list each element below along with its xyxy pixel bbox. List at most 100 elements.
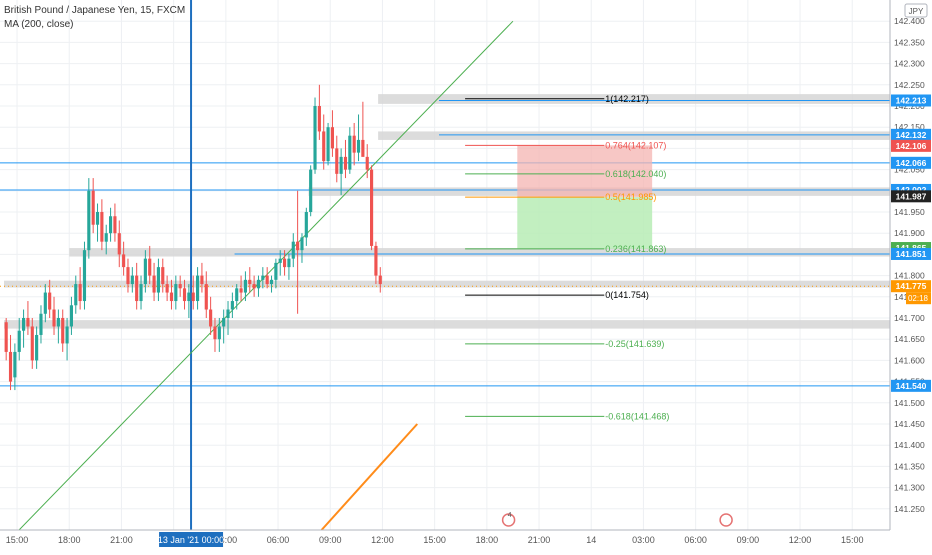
price-tick-label: 141.250 [894,504,925,514]
candle-body [283,258,287,268]
time-tick-label: 06:00 [267,535,290,545]
candle-body [256,279,261,289]
price-badge-label: 141.851 [896,249,927,259]
fib-level-label: 0.5(141.985) [605,192,656,202]
candle-body [100,212,104,242]
candle-body [178,284,182,289]
candle-body [291,241,295,259]
candle-body [165,284,169,293]
grid [0,0,890,530]
price-badge-label: 142.106 [896,141,927,151]
candle-body [126,267,130,285]
candle-body [82,250,87,302]
candle-body [122,254,126,268]
candle-body [74,284,78,306]
candle-body [4,322,8,352]
price-tick-label: 141.800 [894,271,925,281]
candle-body [113,216,117,234]
candle-body [152,275,156,293]
candle-body [213,326,217,340]
price-tick-label: 141.700 [894,313,925,323]
fib-level-label: -0.25(141.639) [605,339,664,349]
price-axis-background [890,0,932,550]
time-tick-label: 09:00 [319,535,342,545]
stop-loss-zone[interactable] [517,145,653,198]
candle-body [265,275,269,285]
short-position-tool[interactable] [517,145,653,249]
price-badge-label: 142.066 [896,158,927,168]
candle-body [322,131,326,162]
sr-zone [4,320,890,329]
price-tick-label: 142.150 [894,122,925,132]
candle-body [361,139,365,157]
time-tick-label: 15:00 [423,535,446,545]
candle-body [174,284,178,302]
candle-body [143,258,147,285]
candle-body [204,284,208,310]
currency-badge[interactable] [904,3,928,18]
candle-body [48,292,52,310]
candle-body [287,258,291,268]
time-tick-label: 03:00 [215,535,238,545]
moving-average-line [320,423,418,531]
horizontal-levels [0,0,890,530]
candle-body [13,351,17,378]
crosshair-time-label: 13 Jan '21 00:00 [158,535,224,545]
price-tick-label: 141.650 [894,334,925,344]
candle-body [39,313,43,335]
currency-badge-label: JPY [909,7,924,16]
price-badge-label: 141.540 [896,381,927,391]
candle-body [117,233,121,255]
candle-body [156,267,160,293]
countdown-badge [906,292,931,305]
event-marker-icon[interactable] [719,513,733,527]
candle-body [296,241,300,251]
price-tick-label: 142.400 [894,16,925,26]
fibonacci-retracement[interactable]: 1(142.217) 0.764(142.107) 0.618(142.040) 0.… [465,94,669,422]
price-badge-label: 142.002 [896,185,927,195]
price-tick-label: 141.950 [894,207,925,217]
price-tick-label: 142.250 [894,80,925,90]
price-tick-label: 142.300 [894,59,925,69]
price-badge-label: 141.987 [896,191,927,201]
candle-body [226,309,230,318]
price-tick-label: 141.350 [894,461,925,471]
candle-body [239,288,243,293]
candle-body [104,233,108,242]
candle-body [348,135,352,170]
time-tick-label: 18:00 [476,535,499,545]
time-tick-label: 15:00 [841,535,864,545]
event-marker-label: 4 [508,512,512,519]
candle-body [317,106,321,132]
fib-level-label: -0.618(141.468) [605,411,669,421]
candle-body [22,318,26,331]
event-marker-icon[interactable] [501,513,516,527]
fib-level-label: 0.236(141.863) [605,244,666,254]
candle-body [313,106,317,170]
price-badge-label: 142.213 [896,95,927,105]
candle-body [352,135,356,153]
candle-body [330,127,334,149]
candle-body [191,292,195,302]
countdown-label: 02:18 [908,294,929,303]
candle-body [161,267,165,285]
time-tick-label: 14 [586,535,596,545]
fib-level-label: 0.618(142.040) [605,169,666,179]
candle-body [8,351,13,382]
candle-body [339,156,343,174]
take-profit-zone[interactable] [517,197,653,249]
candle-body [326,127,330,162]
candle-body [252,284,256,289]
candle-body [130,275,134,285]
candle-body [52,309,56,327]
price-badge [891,280,931,293]
candle-body [56,318,60,327]
time-tick-label: 06:00 [684,535,707,545]
price-badge [891,94,931,107]
candle-body [370,169,374,246]
candle-body [135,275,139,302]
candle-body [374,245,378,276]
